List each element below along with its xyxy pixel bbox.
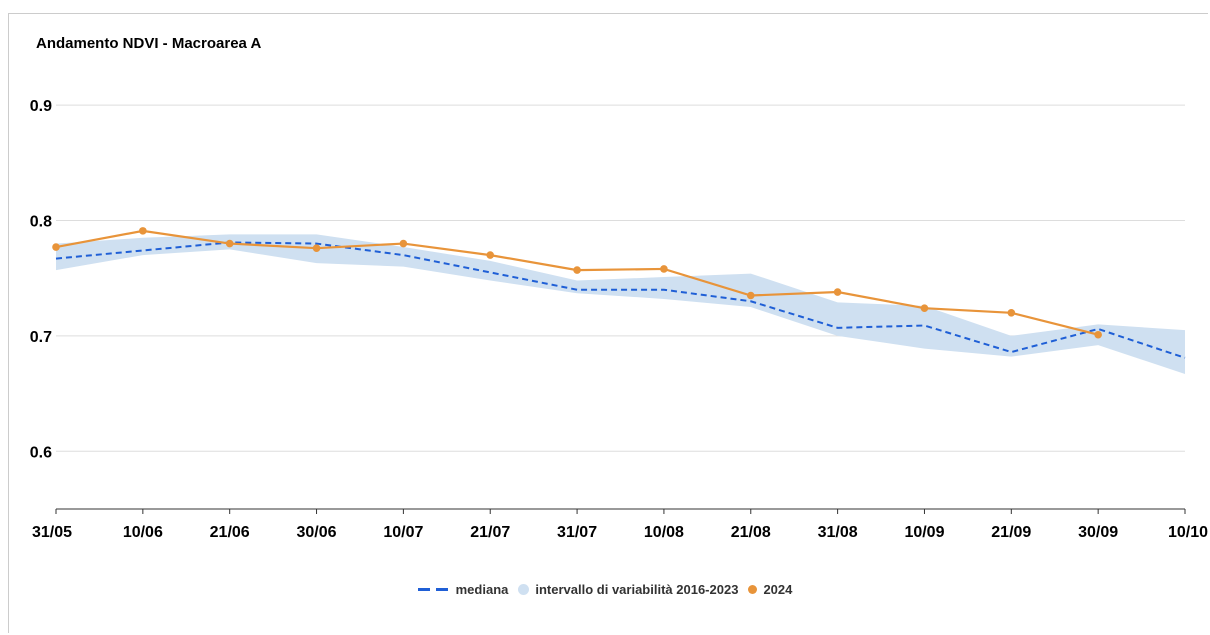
data-point-2024[interactable]	[573, 266, 581, 274]
legend-item-2024[interactable]: 2024	[748, 582, 792, 597]
variability-band-area	[56, 234, 1185, 374]
y-tick-label: 0.9	[30, 98, 52, 115]
legend-label-2024: 2024	[763, 582, 793, 597]
band-circle-icon	[518, 584, 530, 595]
x-tick-label: 10/09	[904, 524, 944, 541]
data-point-2024[interactable]	[399, 239, 408, 248]
legend-label-mediana: mediana	[455, 582, 509, 597]
y-tick-label: 0.6	[30, 444, 52, 461]
data-point-2024[interactable]	[833, 288, 842, 296]
data-point-2024[interactable]	[746, 291, 755, 300]
x-tick-label: 30/09	[1078, 524, 1118, 541]
x-tick-label: 21/09	[991, 524, 1031, 541]
data-point-2024[interactable]	[312, 244, 321, 252]
chart-title: Andamento NDVI - Macroarea A	[36, 35, 262, 52]
data-point-2024[interactable]	[139, 227, 147, 235]
x-tick-label: 10/06	[123, 524, 163, 541]
x-tick-label: 30/06	[297, 524, 337, 541]
axes	[55, 508, 1186, 514]
x-tick-label: 10/08	[644, 524, 684, 541]
y-tick-label: 0.7	[30, 329, 52, 346]
chart-frame	[8, 13, 1208, 633]
x-tick-label: 21/06	[210, 524, 250, 541]
data-point-2024[interactable]	[225, 239, 234, 248]
y-tick-label: 0.8	[30, 213, 52, 230]
legend-item-band[interactable]: intervallo di variabilità 2016-2023	[518, 582, 738, 597]
x-tick-labels: 31/05 10/06 21/06 30/06 10/07 21/07 31/07 10/08…	[32, 524, 1208, 541]
data-point-2024[interactable]	[1094, 330, 1102, 339]
x-tick-label: 31/08	[818, 524, 858, 541]
x-tick-label: 10/10	[1168, 524, 1208, 541]
x-tick-label: 10/07	[383, 524, 423, 541]
grid-lines	[56, 104, 1185, 452]
dashed-line-icon	[417, 588, 450, 591]
x-tick-label: 21/08	[731, 524, 771, 541]
series-markers	[52, 227, 1102, 339]
data-point-2024[interactable]	[660, 265, 668, 273]
variability-band	[56, 234, 1185, 374]
data-point-2024[interactable]	[52, 243, 60, 251]
dot-marker-icon	[748, 585, 758, 594]
x-tick-label: 31/05	[32, 524, 72, 541]
data-point-2024[interactable]	[486, 251, 495, 259]
data-point-2024[interactable]	[1007, 309, 1016, 317]
x-tick-label: 31/07	[557, 524, 597, 541]
series-line-mediana	[55, 241, 1186, 359]
legend-label-band: intervallo di variabilità 2016-2023	[535, 582, 739, 597]
x-tick-label: 21/07	[470, 524, 510, 541]
legend: mediana intervallo di variabilità 2016-2…	[0, 582, 1210, 597]
data-point-2024[interactable]	[920, 304, 929, 312]
legend-item-mediana[interactable]: mediana	[417, 582, 509, 597]
y-tick-labels: 0.6 0.7 0.8 0.9	[30, 98, 52, 461]
